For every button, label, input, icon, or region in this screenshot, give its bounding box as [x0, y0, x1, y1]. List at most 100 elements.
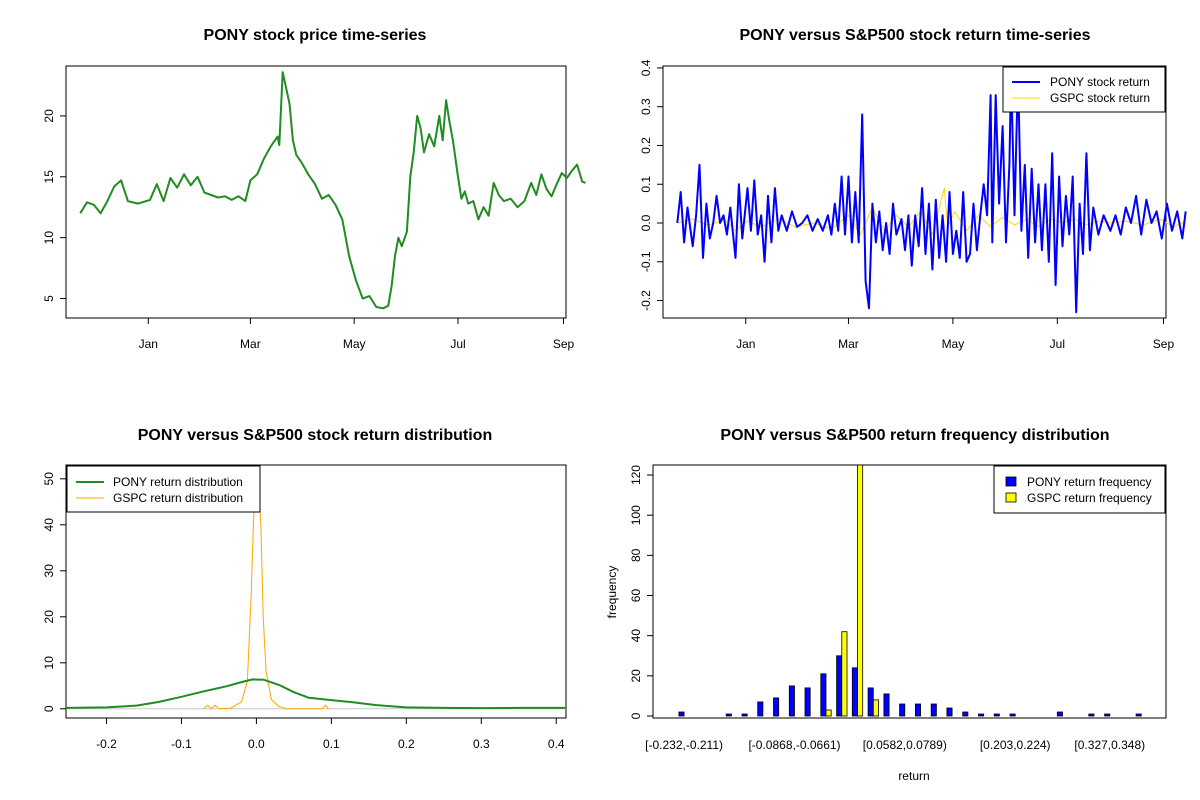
chart-title: PONY stock price time-series [204, 27, 427, 44]
panel-price: PONY stock price time-series Jan Mar May Ju… [42, 27, 586, 351]
x-tick-label: -0.1 [171, 737, 192, 751]
x-tick-label: Mar [838, 337, 859, 351]
bar [678, 711, 685, 717]
y-tick-label: -0.1 [639, 251, 653, 272]
x-tick-label: Jul [450, 337, 465, 351]
x-tick-label: Sep [553, 337, 575, 351]
x-axis-label: return [898, 769, 929, 783]
legend-label: PONY return distribution [113, 475, 243, 489]
bar [820, 673, 827, 717]
y-tick-label: 40 [629, 629, 643, 643]
y-tick-label: 80 [629, 548, 643, 562]
y-tick-label: 0 [42, 705, 56, 712]
bar [725, 713, 732, 717]
series-lines [676, 70, 1187, 314]
bar [741, 713, 748, 717]
x-tick-label: Jan [736, 337, 755, 351]
bar [804, 687, 811, 717]
series-line [203, 487, 329, 710]
x-tick-label: May [942, 337, 965, 351]
legend-box [993, 465, 1166, 514]
y-tick-label: 0.2 [639, 137, 653, 154]
x-tick-label: Jan [139, 337, 158, 351]
legend-box [66, 465, 261, 513]
y-tick-label: 120 [629, 465, 643, 485]
y-axis: 0 10 20 30 40 50 [42, 472, 67, 712]
bar [825, 709, 832, 717]
legend-label: PONY return frequency [1027, 475, 1152, 489]
legend: PONY return frequency GSPC return freque… [993, 465, 1166, 514]
x-tick-label: Mar [240, 337, 261, 351]
legend-label: GSPC stock return [1050, 91, 1150, 105]
y-tick-label: 0.3 [639, 98, 653, 115]
x-tick-label: -0.2 [96, 737, 117, 751]
x-tick-label: May [343, 337, 366, 351]
bar [915, 703, 922, 717]
bar [899, 703, 906, 717]
y-axis: -0.2 -0.1 0.0 0.1 0.2 0.3 0.4 [639, 59, 664, 311]
bar [788, 685, 795, 717]
legend: PONY return distribution GSPC return dis… [66, 465, 261, 513]
x-tick-label: [-0.0868,-0.0661) [748, 738, 840, 752]
x-tick-label: Sep [1153, 337, 1175, 351]
series-line [676, 70, 1187, 314]
x-tick-label: [0.203,0.224) [980, 738, 1051, 752]
y-tick-label: 60 [629, 589, 643, 603]
x-tick-label: 0.4 [548, 737, 565, 751]
x-tick-label: 0.3 [473, 737, 490, 751]
x-tick-label: 0.1 [323, 737, 340, 751]
y-axis: 0 20 40 60 80 100 120 [629, 465, 654, 719]
y-axis-label: frequency [605, 566, 619, 619]
y-tick-label: 10 [42, 656, 56, 670]
legend: PONY stock return GSPC stock return [1002, 66, 1166, 113]
y-tick-label: -0.2 [639, 290, 653, 311]
y-tick-label: 100 [629, 505, 643, 525]
bar [872, 699, 879, 717]
legend-label: GSPC return frequency [1027, 491, 1152, 505]
y-axis: 5 10 15 20 [42, 109, 67, 302]
bar [836, 655, 843, 717]
x-axis: Jan Mar May Jul Sep [736, 317, 1175, 351]
legend-swatch [1005, 492, 1017, 503]
y-tick-label: 0.4 [639, 59, 653, 76]
legend-label: PONY stock return [1050, 75, 1150, 89]
x-axis: -0.2 -0.1 0.0 0.1 0.2 0.3 0.4 [96, 717, 565, 751]
chart-title: PONY versus S&P500 return frequency dist… [720, 427, 1109, 444]
bar [993, 713, 1000, 717]
legend-box [1002, 66, 1166, 113]
panel-frequency: PONY versus S&P500 return frequency dist… [605, 427, 1167, 783]
y-tick-label: 10 [42, 231, 56, 245]
series-lines [65, 487, 566, 710]
y-tick-label: 0.1 [639, 176, 653, 193]
x-axis: Jan Mar May Jul Sep [139, 317, 575, 351]
x-tick-label: Jul [1050, 337, 1065, 351]
series-line [79, 71, 586, 310]
legend-label: GSPC return distribution [113, 491, 243, 505]
x-tick-label: 0.0 [248, 737, 265, 751]
bar [841, 631, 848, 717]
bar [962, 711, 969, 717]
plot-frame [65, 65, 567, 319]
x-tick-label: [0.0582,0.0789) [863, 738, 947, 752]
bar [851, 667, 858, 717]
y-tick-label: 20 [629, 669, 643, 683]
y-tick-label: 20 [42, 610, 56, 624]
x-axis: [-0.232,-0.211) [-0.0868,-0.0661) [0.0582,… [645, 738, 1145, 752]
y-tick-label: 50 [42, 472, 56, 486]
x-tick-label: [-0.232,-0.211) [645, 738, 723, 752]
bar [1009, 713, 1016, 717]
bar [946, 707, 953, 717]
bar [1056, 711, 1063, 717]
y-tick-label: 5 [42, 295, 56, 302]
x-tick-label: 0.2 [398, 737, 415, 751]
bar [773, 697, 780, 717]
bar [978, 713, 985, 717]
y-tick-label: 15 [42, 170, 56, 184]
y-tick-label: 20 [42, 109, 56, 123]
panel-density: PONY versus S&P500 stock return distribu… [42, 427, 567, 751]
bar [883, 693, 890, 717]
bar [757, 701, 764, 717]
bar [1104, 713, 1111, 717]
chart-title: PONY versus S&P500 stock return time-ser… [740, 27, 1091, 44]
